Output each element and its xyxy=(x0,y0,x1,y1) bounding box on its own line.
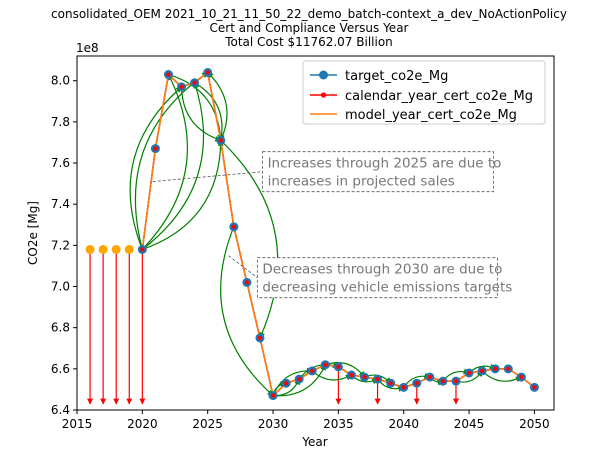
point-calendar-2021 xyxy=(153,146,158,151)
chart-title: consolidated_OEM 2021_10_21_11_50_22_dem… xyxy=(51,7,567,21)
point-calendar-2036 xyxy=(349,372,354,378)
legend: target_co2e_Mg calendar_year_cert_co2e_M… xyxy=(302,60,546,125)
point-calendar-2044 xyxy=(453,378,459,384)
green-arrow-2020-2022 xyxy=(141,73,189,250)
pre-point-2019 xyxy=(124,244,134,254)
chart-subtitle: Cert and Compliance Versus Year xyxy=(210,21,409,35)
point-calendar-2048 xyxy=(506,366,511,372)
annotation-box-2 xyxy=(256,257,498,299)
point-calendar-2045 xyxy=(466,370,472,376)
point-calendar-2040 xyxy=(401,385,406,390)
point-calendar-2031 xyxy=(283,381,289,386)
legend-marker-target xyxy=(319,70,328,80)
annotation-text-1-line-2: increases in projected sales xyxy=(268,174,455,190)
green-arrow-2027-2030 xyxy=(220,226,274,397)
point-calendar-2049 xyxy=(519,374,524,380)
legend-marker-calendar xyxy=(320,92,327,98)
legend-label-model: model_year_cert_co2e_Mg xyxy=(345,108,517,123)
x-tick-label-2040: 2040 xyxy=(388,417,419,431)
axes: 2015 2020 2025 2030 2035 2040 2045 2050 6.4 6.6 6.… xyxy=(51,55,555,431)
pre-point-2018 xyxy=(111,244,121,254)
point-calendar-2035 xyxy=(336,364,341,369)
green-arrow-2026-2029 xyxy=(220,139,279,339)
x-axis-label: Year xyxy=(301,435,327,449)
y-tick-label-5: 7.4 xyxy=(51,197,70,211)
chart-total-cost: Total Cost $11762.07 Billion xyxy=(224,35,393,49)
annotation-box-1 xyxy=(262,151,494,193)
legend-label-target: target_co2e_Mg xyxy=(345,69,448,84)
point-calendar-2047 xyxy=(492,366,498,372)
point-calendar-2024 xyxy=(192,80,197,85)
y-axis-label: CO2e [Mg] xyxy=(26,201,40,265)
x-tick-label-2045: 2045 xyxy=(454,417,485,431)
plot-frame xyxy=(76,55,555,411)
x-tick-label-2020: 2020 xyxy=(127,417,158,431)
x-tick-label-2050: 2050 xyxy=(519,417,550,431)
green-arrow-2024-2026 xyxy=(194,82,225,141)
green-arrow-2026-2025 xyxy=(207,72,228,141)
y-tick-label-6: 7.6 xyxy=(51,156,70,170)
y-tick-label-0: 6.4 xyxy=(51,403,70,417)
green-arrow-2033-2036 xyxy=(311,370,352,381)
point-calendar-2032 xyxy=(296,376,302,382)
green-arrow-2020-2026 xyxy=(142,139,224,251)
annotation-connector-1 xyxy=(152,171,263,182)
y-tick-label-8: 8.0 xyxy=(51,74,70,88)
point-calendar-2039 xyxy=(388,381,393,386)
green-arrow-2046-2049 xyxy=(481,370,522,383)
y-tick-label-2: 6.8 xyxy=(51,321,70,335)
point-calendar-2028 xyxy=(244,280,250,285)
point-calendar-2034 xyxy=(323,362,328,367)
point-calendar-2025 xyxy=(205,70,210,75)
point-calendar-2042 xyxy=(427,374,433,380)
point-calendar-2041 xyxy=(414,381,419,386)
point-calendar-2043 xyxy=(440,378,446,384)
annotation-text-2-line-1: Decreases through 2030 are due to xyxy=(262,262,502,278)
x-tick-label-2035: 2035 xyxy=(323,417,354,431)
point-calendar-2033 xyxy=(310,368,315,374)
point-calendar-2022 xyxy=(166,72,171,77)
y-tick-label-4: 7.2 xyxy=(51,238,70,252)
legend-label-calendar: calendar_year_cert_co2e_Mg xyxy=(345,89,533,104)
point-calendar-2027 xyxy=(231,224,237,230)
x-tick-label-2025: 2025 xyxy=(192,417,223,431)
point-calendar-2046 xyxy=(479,368,485,374)
green-arrow-2030-2034 xyxy=(272,364,326,397)
point-calendar-2030 xyxy=(270,393,276,398)
x-tick-label-2015: 2015 xyxy=(62,417,93,431)
green-arrow-2022-2026 xyxy=(168,73,224,141)
point-calendar-2037 xyxy=(362,374,367,380)
x-tick-label-2030: 2030 xyxy=(258,417,289,431)
green-arrow-2023-2026 xyxy=(180,86,222,142)
pre-point-2017 xyxy=(98,244,108,254)
green-arrow-2020-2025 xyxy=(134,71,209,250)
legend-frame xyxy=(302,60,546,125)
point-calendar-2038 xyxy=(375,376,380,382)
y-tick-label-1: 6.6 xyxy=(51,362,70,376)
y-scale-offset: 1e8 xyxy=(76,41,99,55)
plot-area: Increases through 2025 are due to increas… xyxy=(85,67,539,405)
point-calendar-2050 xyxy=(532,385,537,390)
point-calendar-2029 xyxy=(257,335,263,341)
point-calendar-2023 xyxy=(179,84,184,90)
green-arrow-2020-2023 xyxy=(129,86,182,250)
annotation-connector-2 xyxy=(228,255,258,279)
green-arrow-2020-2024 xyxy=(141,82,205,250)
annotation-text-2-line-2: decreasing vehicle emissions targets xyxy=(262,280,512,296)
annotation-text-1-line-1: Increases through 2025 are due to xyxy=(268,156,502,172)
point-calendar-2026 xyxy=(218,138,223,143)
y-tick-label-3: 7.0 xyxy=(51,280,70,294)
y-tick-label-7: 7.8 xyxy=(51,115,70,129)
point-calendar-2020 xyxy=(140,247,145,252)
pre-point-2016 xyxy=(85,244,95,254)
